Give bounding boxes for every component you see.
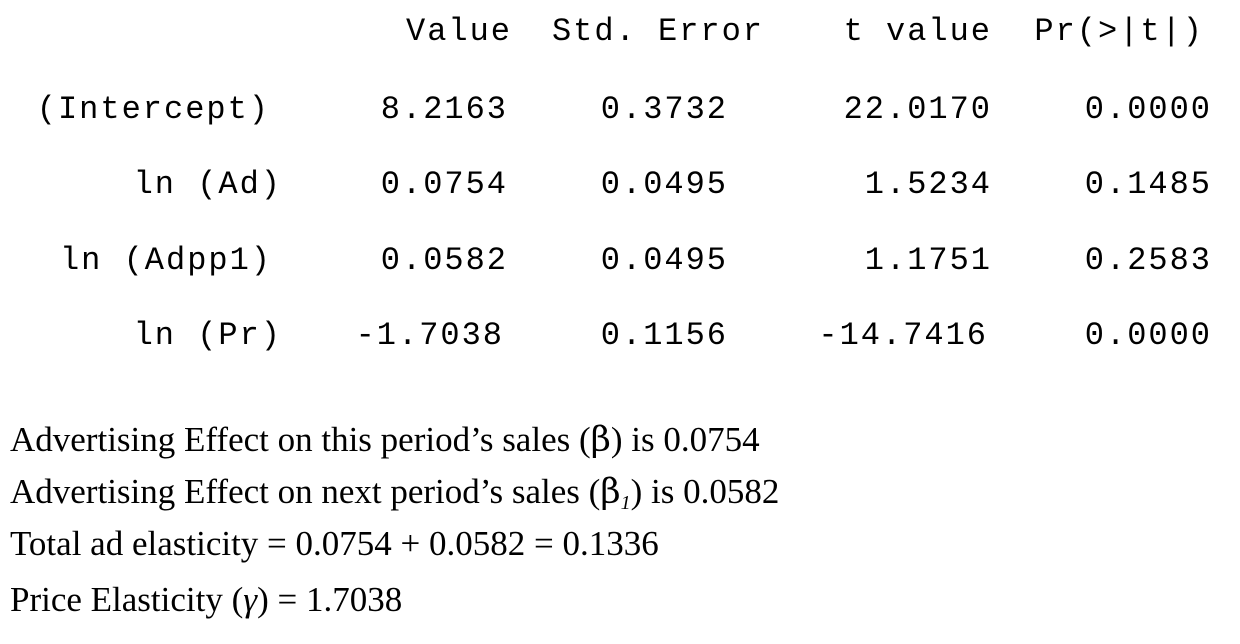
row-value: 8.2163 [380, 91, 508, 128]
header-p-value: Pr(>|t|) [1034, 13, 1204, 50]
row-t-value: -14.7416 [818, 317, 988, 354]
row-value: -1.7038 [355, 317, 504, 354]
row-label: ln (Adpp1) [59, 242, 272, 279]
note-total-ad-elasticity: Total ad elasticity = 0.0754 + 0.0582 = … [10, 526, 779, 578]
row-p-value: 0.0000 [1084, 317, 1212, 354]
row-t-value: 1.5234 [864, 166, 992, 203]
note-text: Total ad elasticity = 0.0754 + 0.0582 = … [10, 524, 659, 563]
table-header: Value Std. Error t value Pr(>|t|) [0, 16, 1240, 56]
row-label: ln (Ad) [133, 166, 282, 203]
gamma-symbol: γ [243, 580, 258, 619]
interpretation-notes: Advertising Effect on this period’s sale… [10, 422, 779, 634]
row-label: (Intercept) [36, 91, 270, 128]
note-text: ) is 0.0754 [610, 420, 760, 459]
table-row: ln (Pr) -1.7038 0.1156 -14.7416 0.0000 [0, 320, 1240, 360]
row-std-error: 0.0495 [600, 242, 728, 279]
beta-symbol: β [590, 420, 611, 460]
note-ad-effect-next-period: Advertising Effect on next period’s sale… [10, 474, 779, 526]
row-t-value: 22.0170 [843, 91, 992, 128]
row-p-value: 0.0000 [1084, 91, 1212, 128]
row-value: 0.0754 [380, 166, 508, 203]
note-text: Advertising Effect on this period’s sale… [10, 420, 591, 459]
subscript: 1 [620, 492, 631, 514]
table-row: ln (Adpp1) 0.0582 0.0495 1.1751 0.2583 [0, 245, 1240, 285]
note-text: Price Elasticity ( [10, 580, 244, 619]
row-t-value: 1.1751 [864, 242, 992, 279]
row-value: 0.0582 [380, 242, 508, 279]
header-value: Value [405, 13, 512, 50]
note-text: ) = 1.7038 [257, 580, 403, 619]
row-std-error: 0.0495 [600, 166, 728, 203]
row-label: ln (Pr) [133, 317, 282, 354]
row-p-value: 0.2583 [1084, 242, 1212, 279]
row-std-error: 0.1156 [600, 317, 728, 354]
table-row: ln (Ad) 0.0754 0.0495 1.5234 0.1485 [0, 169, 1240, 209]
row-p-value: 0.1485 [1084, 166, 1212, 203]
header-std-error: Std. Error [551, 13, 764, 50]
note-ad-effect-this-period: Advertising Effect on this period’s sale… [10, 422, 779, 474]
beta-symbol: β [600, 472, 621, 512]
note-text: Advertising Effect on next period’s sale… [10, 472, 601, 511]
row-std-error: 0.3732 [600, 91, 728, 128]
header-t-value: t value [843, 13, 992, 50]
note-text: ) is 0.0582 [630, 472, 780, 511]
table-row: (Intercept) 8.2163 0.3732 22.0170 0.0000 [0, 94, 1240, 134]
note-price-elasticity: Price Elasticity (γ) = 1.7038 [10, 582, 779, 634]
